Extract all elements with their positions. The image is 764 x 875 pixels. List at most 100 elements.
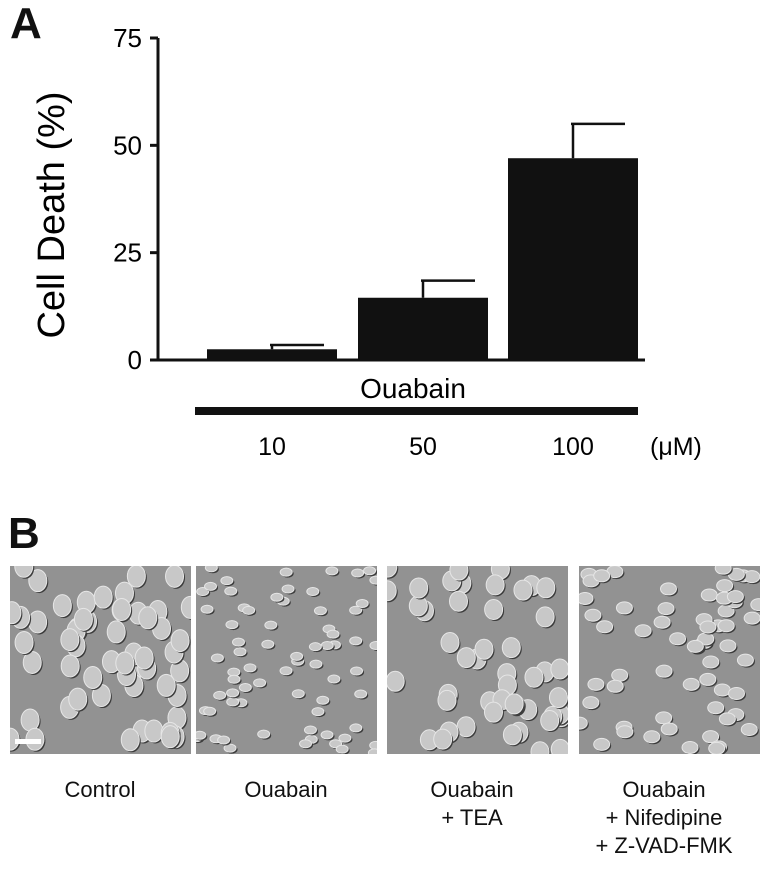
cell xyxy=(68,687,88,711)
cell xyxy=(606,679,624,693)
cell xyxy=(257,729,271,739)
cell xyxy=(52,594,72,618)
x-tick-labels: 10 50 100 xyxy=(258,433,594,461)
cell xyxy=(203,706,217,716)
cell xyxy=(713,683,731,697)
cell xyxy=(369,575,377,585)
cell xyxy=(702,730,720,744)
caption-line: Control xyxy=(64,777,136,802)
cell xyxy=(700,588,718,602)
x-axis-label: Ouabain xyxy=(360,373,466,404)
cell xyxy=(320,640,334,650)
cell xyxy=(326,629,340,639)
cell xyxy=(28,569,48,593)
cell xyxy=(714,566,732,575)
cell xyxy=(210,653,224,663)
cell xyxy=(112,597,132,621)
cell xyxy=(349,605,363,615)
cell xyxy=(369,640,377,650)
cell xyxy=(449,566,469,581)
cell xyxy=(727,687,745,701)
cell xyxy=(243,663,257,673)
cell xyxy=(504,693,524,715)
cell xyxy=(226,697,240,707)
cell xyxy=(204,566,218,573)
cell xyxy=(579,716,588,730)
cell xyxy=(73,607,93,631)
cell xyxy=(10,601,22,625)
cell xyxy=(587,677,605,691)
cell xyxy=(437,689,457,711)
caption-line: + Z-VAD-FMK xyxy=(595,833,733,858)
cell xyxy=(707,701,725,715)
cell xyxy=(144,719,164,743)
cell xyxy=(261,639,275,649)
cell xyxy=(313,606,327,616)
cell xyxy=(320,730,334,740)
cell xyxy=(616,725,634,739)
cell xyxy=(351,568,365,578)
cell xyxy=(582,696,600,710)
micrograph-image xyxy=(579,566,760,754)
cell xyxy=(550,738,568,754)
scale-bar xyxy=(15,739,41,744)
cell xyxy=(485,574,505,596)
cell xyxy=(28,610,48,634)
cell xyxy=(217,735,231,745)
cell xyxy=(115,651,135,675)
cell xyxy=(309,659,323,669)
cell xyxy=(335,744,349,754)
cell xyxy=(290,651,304,661)
cell xyxy=(409,577,429,599)
cell xyxy=(513,579,533,601)
cell xyxy=(355,599,369,609)
cell xyxy=(535,606,555,628)
cell xyxy=(311,707,325,717)
cell xyxy=(354,689,368,699)
cell xyxy=(367,748,377,754)
x-tick-label: 10 xyxy=(258,433,286,461)
micrograph-image xyxy=(387,566,568,754)
cell xyxy=(134,646,154,670)
cell xyxy=(308,642,322,652)
micrograph-row xyxy=(10,566,760,756)
micrograph-ouabain-nifedipine-zvad xyxy=(579,566,760,754)
cell xyxy=(540,710,560,732)
cell xyxy=(474,638,494,660)
caption-line: Ouabain xyxy=(430,777,514,802)
cell xyxy=(270,592,284,602)
cell xyxy=(14,566,34,578)
cell xyxy=(483,701,503,723)
cell xyxy=(106,620,126,644)
cell xyxy=(593,737,611,751)
cell xyxy=(338,733,352,743)
y-tick-label: 75 xyxy=(113,23,142,53)
cell xyxy=(699,620,717,634)
cell xyxy=(716,579,734,593)
cell xyxy=(681,740,699,754)
caption-control: Control xyxy=(0,776,200,804)
cell xyxy=(156,673,176,697)
micrograph-image xyxy=(10,566,191,754)
bar xyxy=(207,349,337,360)
micrograph-ouabain xyxy=(196,566,377,754)
cell xyxy=(743,570,760,584)
cell xyxy=(350,666,364,676)
cell xyxy=(120,728,140,752)
cell xyxy=(306,586,320,596)
cell xyxy=(686,639,704,653)
cell xyxy=(253,678,267,688)
cell xyxy=(548,687,568,709)
cell xyxy=(160,725,180,749)
bar xyxy=(508,158,638,360)
cell xyxy=(719,639,737,653)
caption-line: + Nifedipine xyxy=(605,805,723,830)
cell xyxy=(93,585,113,609)
cell xyxy=(83,665,103,689)
cell xyxy=(281,584,295,594)
y-tick-label: 50 xyxy=(113,130,142,160)
cell xyxy=(14,630,34,654)
cell xyxy=(611,668,629,682)
cell xyxy=(220,576,234,586)
cell xyxy=(655,711,673,725)
